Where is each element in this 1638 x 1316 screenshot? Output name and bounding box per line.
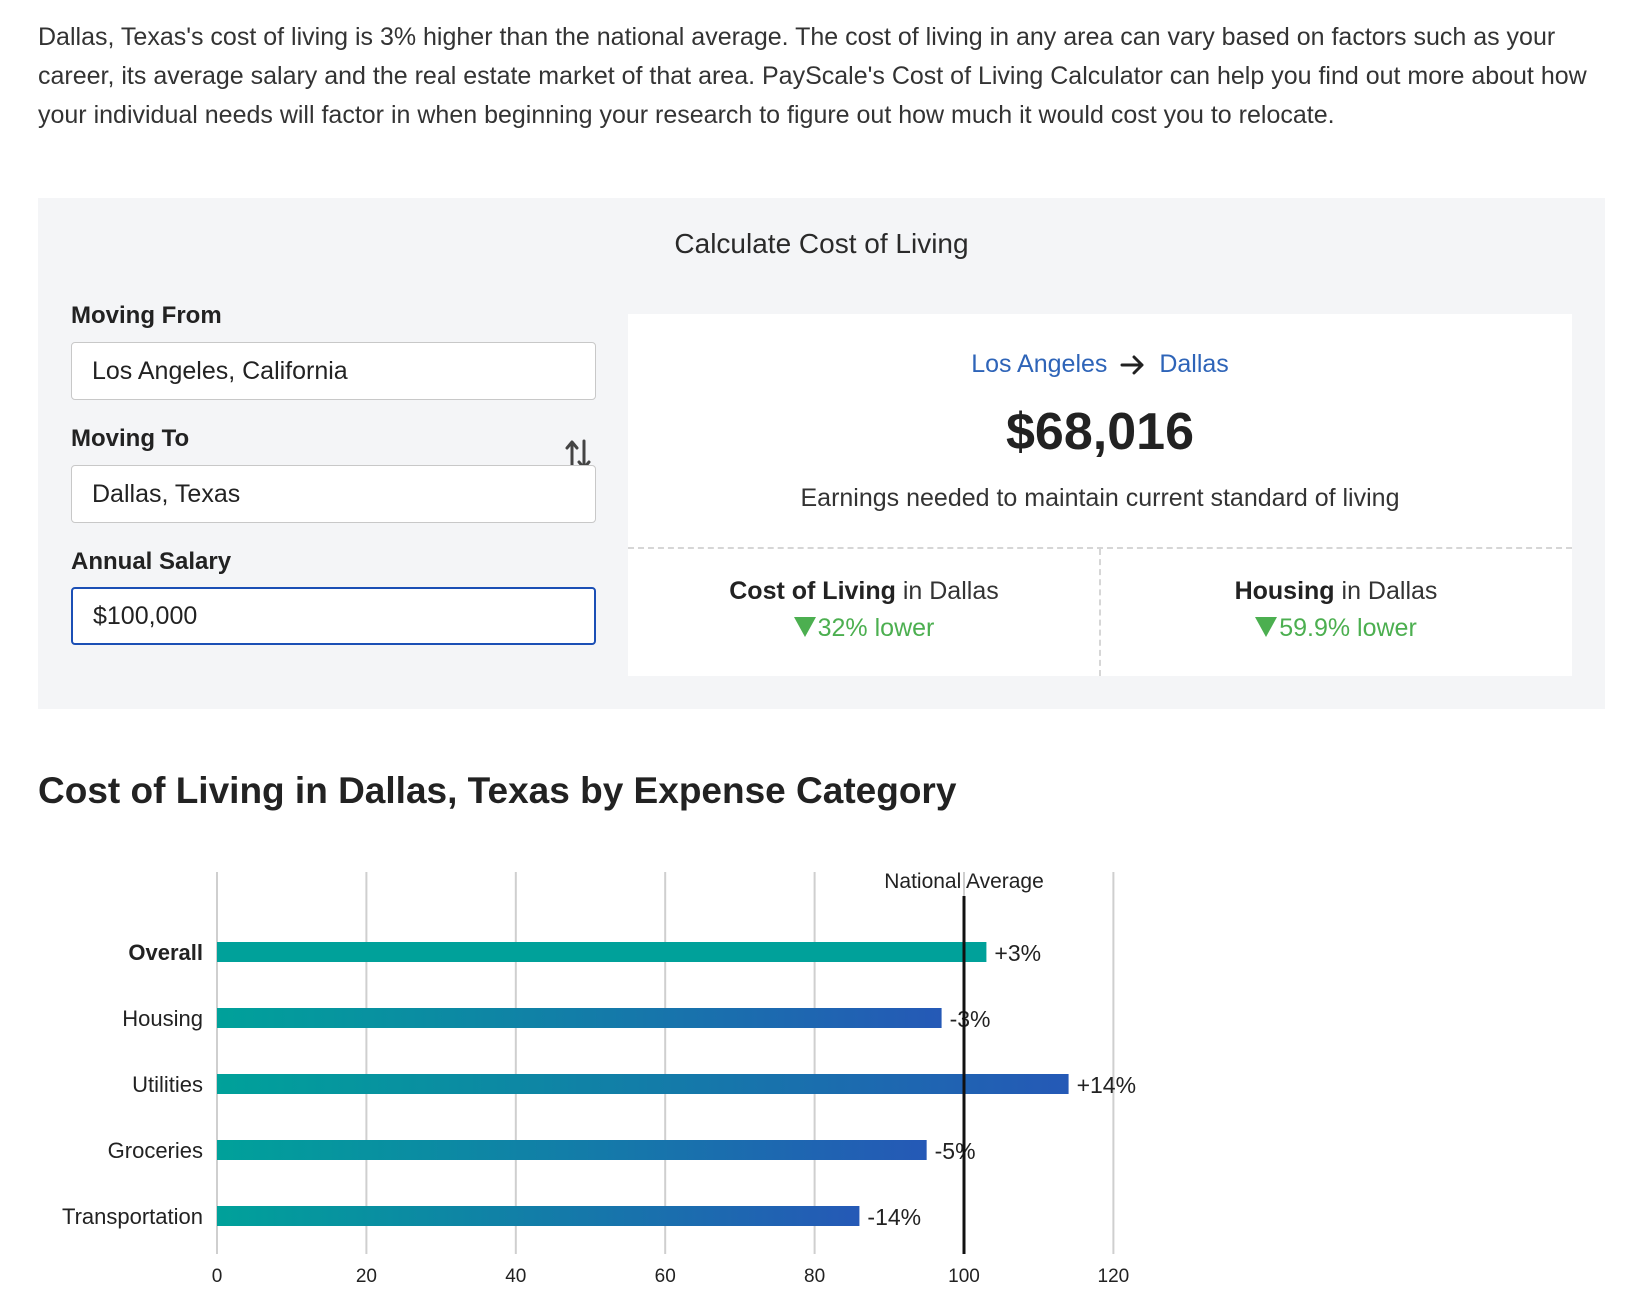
- data-label: +14%: [1077, 1072, 1136, 1098]
- arrow-right-icon: [1120, 355, 1144, 375]
- annual-salary-input[interactable]: [71, 587, 596, 645]
- annual-salary-label: Annual Salary: [71, 548, 232, 575]
- bar: [217, 1140, 927, 1160]
- housing-stat: Housing in Dallas 59.9% lower: [1100, 577, 1572, 643]
- triangle-down-icon: [793, 617, 816, 637]
- category-label: Groceries: [108, 1138, 203, 1163]
- housing-city: in Dallas: [1334, 577, 1438, 605]
- moving-to-input[interactable]: [71, 465, 596, 523]
- bar: [217, 942, 987, 962]
- moving-from-label: Moving From: [71, 302, 222, 329]
- cost-of-living-stat: Cost of Living in Dallas 32% lower: [628, 577, 1100, 643]
- cost-of-living-label: Cost of Living: [729, 577, 896, 605]
- intro-paragraph: Dallas, Texas's cost of living is 3% hig…: [38, 23, 1587, 129]
- section-title: Cost of Living in Dallas, Texas by Expen…: [38, 770, 957, 811]
- data-label: +3%: [994, 940, 1041, 966]
- x-tick-label: 0: [212, 1266, 223, 1287]
- housing-label: Housing: [1234, 577, 1335, 605]
- triangle-down-icon: [1255, 617, 1278, 637]
- divider: [1099, 549, 1101, 676]
- housing-delta: 59.9% lower: [1100, 614, 1572, 643]
- result-card: Los Angeles Dallas $68,016 Earnings need…: [628, 314, 1572, 676]
- category-label: Overall: [128, 940, 203, 965]
- to-city-link[interactable]: Dallas: [1159, 350, 1229, 378]
- from-city-link[interactable]: Los Angeles: [971, 350, 1108, 378]
- bar: [217, 1008, 942, 1028]
- category-label: Utilities: [132, 1072, 203, 1097]
- data-label: -3%: [950, 1006, 991, 1032]
- divider: [628, 547, 1572, 549]
- cost-of-living-city: in Dallas: [895, 577, 999, 605]
- x-tick-label: 100: [948, 1266, 980, 1287]
- route: Los Angeles Dallas: [628, 350, 1572, 379]
- national-average-label: National Average: [884, 870, 1044, 893]
- x-tick-label: 120: [1098, 1266, 1130, 1287]
- x-tick-label: 80: [804, 1266, 825, 1287]
- x-tick-label: 20: [356, 1266, 377, 1287]
- required-earnings-caption: Earnings needed to maintain current stan…: [800, 484, 1400, 512]
- moving-to-label: Moving To: [71, 425, 190, 452]
- data-label: -5%: [935, 1138, 976, 1164]
- cost-of-living-delta: 32% lower: [628, 614, 1100, 643]
- category-label: Transportation: [62, 1204, 203, 1229]
- category-label: Housing: [122, 1006, 203, 1031]
- moving-from-input[interactable]: [71, 342, 596, 400]
- bar: [217, 1074, 1069, 1094]
- x-tick-label: 40: [505, 1266, 526, 1287]
- calculator-title: Calculate Cost of Living: [674, 228, 969, 259]
- cost-of-living-calculator: Calculate Cost of Living Moving From Mov…: [38, 198, 1605, 709]
- data-label: -14%: [867, 1204, 921, 1230]
- expense-category-chart: 0 20 40 60 80 100 120 Overall +3% Housing -3% Utili…: [62, 870, 1136, 1287]
- required-earnings-amount: $68,016: [1006, 403, 1194, 461]
- bar: [217, 1206, 860, 1226]
- x-tick-label: 60: [655, 1266, 676, 1287]
